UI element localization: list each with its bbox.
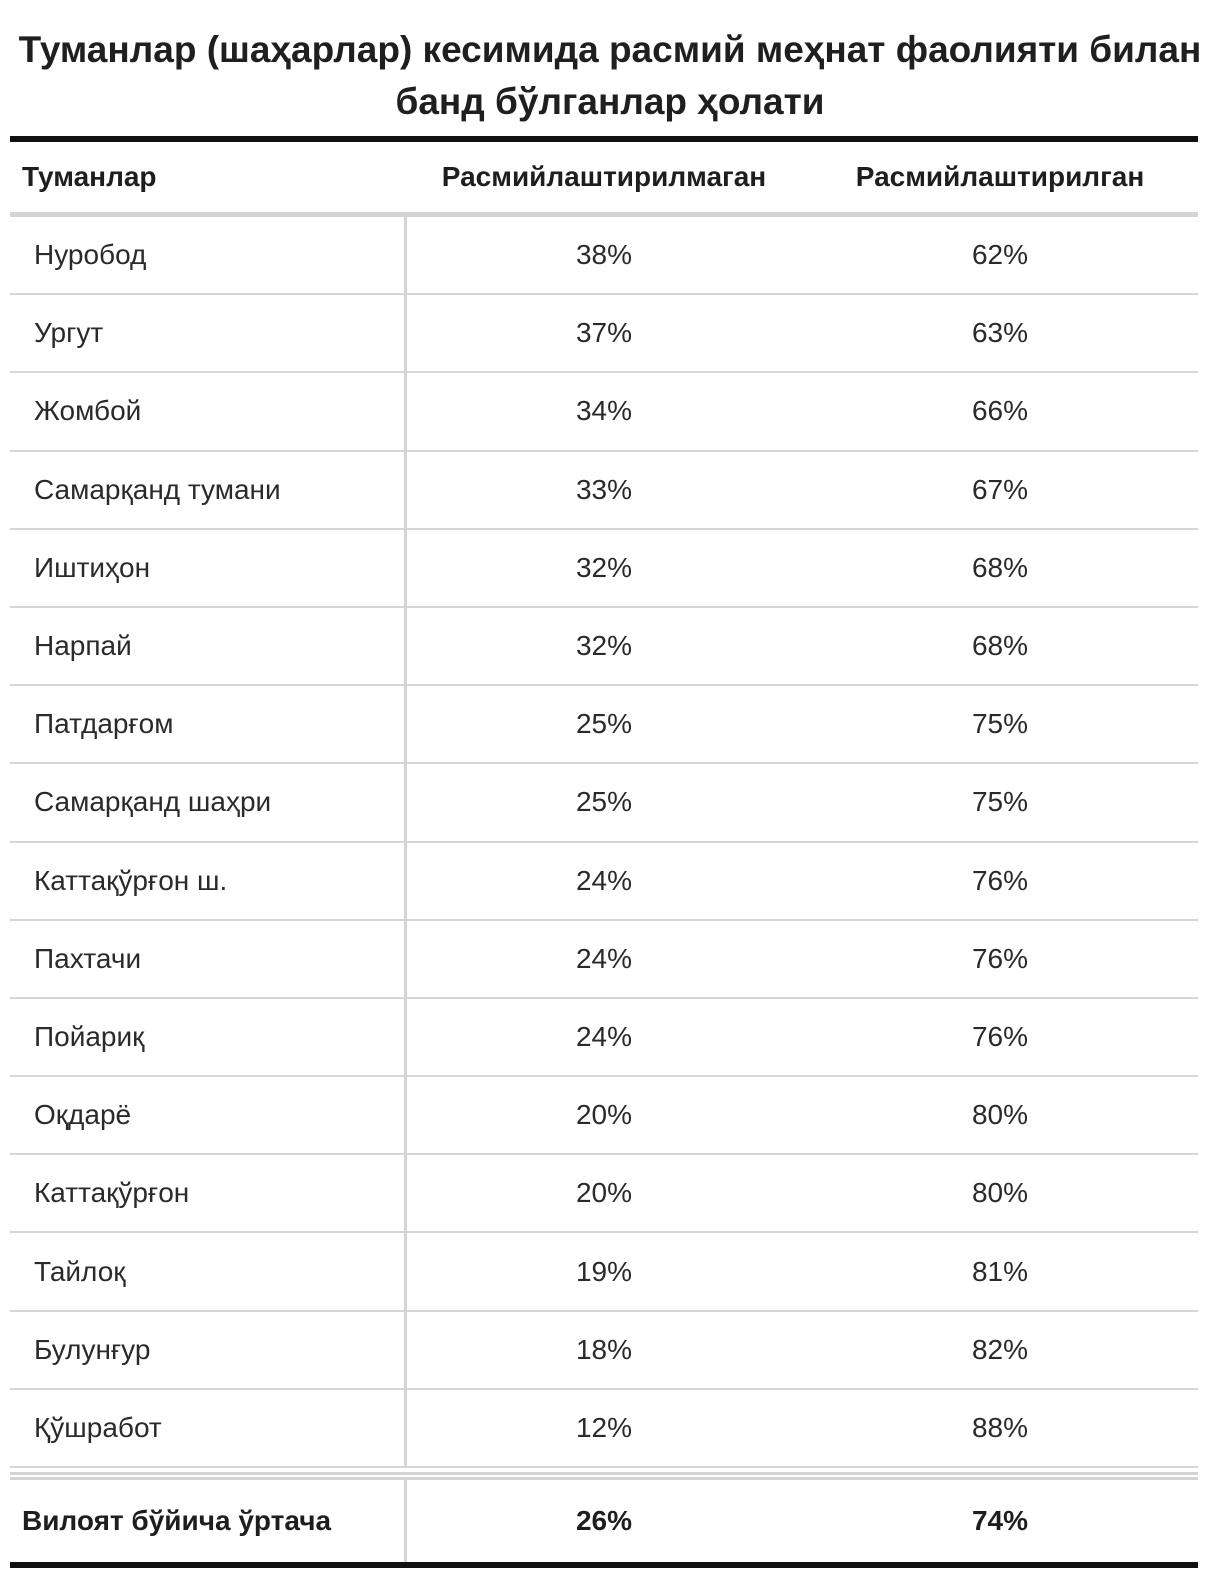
table-bottom-rule xyxy=(10,1562,1198,1568)
table-row: Тайлоқ 19% 81% xyxy=(10,1233,1198,1312)
row-registered-cell: 67% xyxy=(971,473,1029,505)
row-unregistered-cell: 32% xyxy=(575,551,633,583)
total-unregistered: 26% xyxy=(575,1505,633,1536)
row-unregistered-cell: 19% xyxy=(575,1255,633,1287)
total-label: Вилоят бўйича ўртача xyxy=(22,1505,332,1536)
row-district-cell: Самарқанд шаҳри xyxy=(34,786,272,818)
row-district-cell: Нарпай xyxy=(34,630,132,662)
row-district-cell: Патдарғом xyxy=(34,708,174,740)
row-unregistered-cell: 24% xyxy=(575,864,633,896)
row-district-cell: Ургут xyxy=(34,317,104,349)
table-top-rule xyxy=(10,136,1198,142)
row-unregistered-cell: 38% xyxy=(575,239,633,271)
column-divider xyxy=(404,1480,407,1562)
row-registered-cell: 62% xyxy=(971,239,1029,271)
row-registered-cell: 82% xyxy=(971,1333,1029,1365)
row-registered-cell: 76% xyxy=(971,864,1029,896)
table-row: Жомбой 34% 66% xyxy=(10,373,1198,452)
table-title: Туманлар (шаҳарлар) кесимида расмий меҳн… xyxy=(18,29,1202,122)
table-row: Самарқанд тумани 33% 67% xyxy=(10,452,1198,530)
row-unregistered-cell: 25% xyxy=(575,786,633,818)
column-header-unregistered: Расмийлаштирилмаган xyxy=(441,161,767,192)
row-district-cell: Оқдарё xyxy=(34,1099,132,1131)
table-row: Нуробод 38% 62% xyxy=(10,217,1198,296)
row-district-cell: Тайлоқ xyxy=(34,1255,126,1287)
row-registered-cell: 80% xyxy=(971,1099,1029,1131)
table-total-row: Вилоят бўйича ўртача 26% 74% xyxy=(10,1480,1198,1562)
table-body: Нуробод 38% 62% Ургут 37% 63% Жомбой 34% 66% Сама… xyxy=(10,217,1198,1468)
table-row: Нарпай 32% 68% xyxy=(10,608,1198,687)
row-registered-cell: 80% xyxy=(971,1177,1029,1209)
table-header-row: Туманлар Расмийлаштирилмаган Расмийлашти… xyxy=(10,142,1198,212)
row-district-cell: Пахтачи xyxy=(34,942,142,974)
row-registered-cell: 68% xyxy=(971,630,1029,662)
row-unregistered-cell: 32% xyxy=(575,630,633,662)
row-district-cell: Нуробод xyxy=(34,239,147,271)
row-unregistered-cell: 24% xyxy=(575,1020,633,1052)
footer-separator xyxy=(10,1472,1198,1480)
row-unregistered-cell: 12% xyxy=(575,1411,633,1443)
column-divider xyxy=(404,217,407,1468)
table-row: Патдарғом 25% 75% xyxy=(10,686,1198,765)
row-unregistered-cell: 20% xyxy=(575,1099,633,1131)
row-district-cell: Жомбой xyxy=(34,395,142,427)
table-row: Оқдарё 20% 80% xyxy=(10,1077,1198,1156)
table-row: Каттақўрғон ш. 24% 76% xyxy=(10,843,1198,921)
row-registered-cell: 68% xyxy=(971,551,1029,583)
row-registered-cell: 75% xyxy=(971,786,1029,818)
row-district-cell: Булунғур xyxy=(34,1333,151,1365)
row-unregistered-cell: 25% xyxy=(575,708,633,740)
row-district-cell: Каттақўрғон ш. xyxy=(34,864,228,896)
row-unregistered-cell: 18% xyxy=(575,1333,633,1365)
row-registered-cell: 76% xyxy=(971,1020,1029,1052)
header-separator xyxy=(10,212,1198,217)
table-row: Пахтачи 24% 76% xyxy=(10,921,1198,999)
row-district-cell: Иштиҳон xyxy=(34,551,151,583)
column-header-registered: Расмийлаштирилган xyxy=(855,161,1145,192)
table-row: Пойариқ 24% 76% xyxy=(10,999,1198,1078)
row-registered-cell: 75% xyxy=(971,708,1029,740)
row-district-cell: Қўшработ xyxy=(34,1411,162,1443)
row-registered-cell: 66% xyxy=(971,395,1029,427)
table-row: Ургут 37% 63% xyxy=(10,295,1198,374)
row-registered-cell: 88% xyxy=(971,1411,1029,1443)
row-district-cell: Самарқанд тумани xyxy=(34,473,281,505)
total-registered: 74% xyxy=(971,1505,1029,1536)
column-header-district: Туманлар xyxy=(22,161,157,192)
table-row: Қўшработ 12% 88% xyxy=(10,1390,1198,1468)
row-unregistered-cell: 33% xyxy=(575,473,633,505)
table-row: Каттақўрғон 20% 80% xyxy=(10,1155,1198,1234)
row-registered-cell: 76% xyxy=(971,942,1029,974)
row-unregistered-cell: 20% xyxy=(575,1177,633,1209)
row-registered-cell: 81% xyxy=(971,1255,1029,1287)
table-row: Самарқанд шаҳри 25% 75% xyxy=(10,764,1198,843)
table-row: Иштиҳон 32% 68% xyxy=(10,530,1198,608)
row-district-cell: Пойариқ xyxy=(34,1020,145,1052)
data-table: Туманлар Расмийлаштирилмаган Расмийлашти… xyxy=(10,136,1198,1568)
row-district-cell: Каттақўрғон xyxy=(34,1177,190,1209)
row-unregistered-cell: 34% xyxy=(575,395,633,427)
table-row: Булунғур 18% 82% xyxy=(10,1312,1198,1390)
row-registered-cell: 63% xyxy=(971,317,1029,349)
row-unregistered-cell: 24% xyxy=(575,942,633,974)
row-unregistered-cell: 37% xyxy=(575,317,633,349)
